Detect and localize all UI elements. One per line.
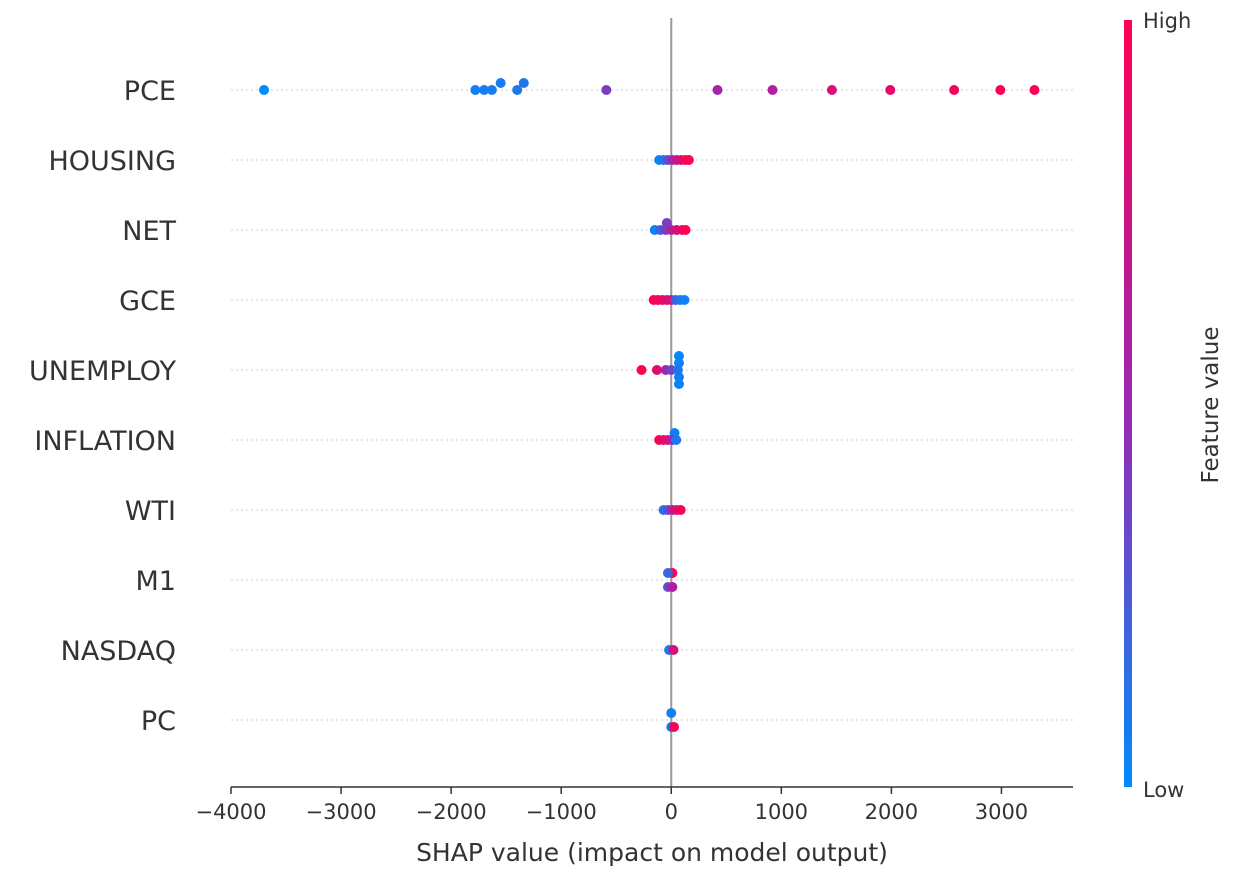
shap-point [667, 582, 678, 592]
colorbar-title: Feature value [1198, 326, 1224, 483]
shap-point [680, 225, 691, 235]
shap-point [949, 85, 960, 95]
shap-point [518, 78, 529, 88]
shap-point [995, 85, 1006, 95]
shap-point [673, 379, 684, 389]
x-axis-ticks: −4000 −3000 −2000 −1000 0 1000 2000 3000 [195, 787, 1028, 824]
shap-point [486, 85, 497, 95]
shap-point [601, 85, 612, 95]
x-axis-title: SHAP value (impact on model output) [416, 838, 888, 867]
shap-point [259, 85, 270, 95]
colorbar-high-label: High [1143, 9, 1191, 33]
feature-label: NET [122, 216, 176, 247]
shap-point [479, 85, 490, 95]
colorbar [1124, 20, 1132, 787]
shap-point [669, 722, 680, 732]
shap-point [673, 351, 684, 361]
colorbar-low-label: Low [1143, 778, 1184, 802]
shap-point [495, 78, 506, 88]
row-guides [231, 89, 1073, 721]
feature-label: M1 [136, 566, 176, 597]
points-layer [259, 78, 1040, 732]
shap-point [512, 85, 523, 95]
x-tick-label: −4000 [195, 800, 266, 824]
x-tick-label: −2000 [416, 800, 487, 824]
feature-label: NASDAQ [61, 636, 176, 667]
feature-label: PCE [124, 76, 176, 107]
shap-point [683, 155, 694, 165]
feature-label: PC [141, 706, 176, 737]
feature-label: GCE [119, 286, 176, 317]
x-tick-label: 1000 [755, 800, 808, 824]
feature-label: HOUSING [48, 146, 176, 177]
x-tick-label: −3000 [306, 800, 377, 824]
shap-point [668, 645, 679, 655]
shap-point [672, 365, 683, 375]
shap-point [1029, 85, 1040, 95]
shap-point [651, 365, 662, 375]
shap-point [885, 85, 896, 95]
feature-label: WTI [125, 496, 176, 527]
x-tick-label: 3000 [975, 800, 1028, 824]
x-tick-label: 0 [665, 800, 678, 824]
feature-label: INFLATION [34, 426, 176, 457]
shap-point [671, 435, 682, 445]
shap-point [675, 505, 686, 515]
shap-point [636, 365, 647, 375]
shap-point [712, 85, 723, 95]
shap-point [470, 85, 481, 95]
shap-point [679, 295, 690, 305]
shap-point [767, 85, 778, 95]
shap-point [662, 568, 673, 578]
x-tick-label: 2000 [865, 800, 918, 824]
x-tick-label: −1000 [526, 800, 597, 824]
shap-point [666, 708, 677, 718]
feature-label: UNEMPLOY [29, 356, 176, 387]
feature-labels: PCE HOUSING NET GCE UNEMPLOY INFLATION WTI M1 NA… [29, 76, 176, 737]
shap-point [826, 85, 837, 95]
